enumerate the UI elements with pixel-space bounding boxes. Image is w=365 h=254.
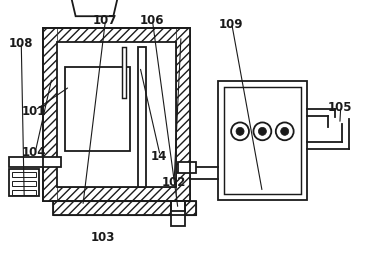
Bar: [43, 29, 190, 201]
Text: 105: 105: [328, 100, 352, 113]
Bar: [171, 201, 185, 211]
Bar: [12, 190, 36, 196]
Bar: [43, 29, 190, 201]
Polygon shape: [69, 0, 120, 17]
Bar: [138, 48, 146, 188]
Bar: [53, 201, 196, 215]
Text: 107: 107: [92, 14, 117, 27]
Text: 108: 108: [9, 36, 34, 49]
Text: 103: 103: [91, 230, 115, 243]
Bar: [123, 48, 126, 98]
Bar: [178, 162, 196, 174]
Circle shape: [276, 123, 294, 141]
Circle shape: [281, 128, 289, 136]
Bar: [218, 82, 307, 200]
Circle shape: [258, 128, 266, 136]
Bar: [171, 201, 185, 211]
Text: 14: 14: [151, 149, 167, 162]
Bar: [176, 29, 190, 201]
Bar: [43, 29, 190, 43]
Bar: [171, 201, 185, 226]
Bar: [43, 29, 57, 201]
Circle shape: [253, 123, 271, 141]
Bar: [53, 201, 196, 215]
Text: 106: 106: [139, 14, 164, 27]
Bar: [9, 157, 61, 167]
Bar: [224, 88, 301, 195]
Text: 101: 101: [22, 104, 46, 117]
Circle shape: [231, 123, 249, 141]
Bar: [43, 188, 190, 201]
Text: 104: 104: [22, 146, 46, 158]
Bar: [12, 173, 36, 178]
Bar: [9, 169, 39, 196]
Text: 102: 102: [161, 176, 186, 189]
Bar: [12, 182, 36, 187]
Bar: [57, 43, 176, 188]
Bar: [65, 67, 130, 151]
Text: 109: 109: [219, 18, 244, 30]
Circle shape: [236, 128, 244, 136]
